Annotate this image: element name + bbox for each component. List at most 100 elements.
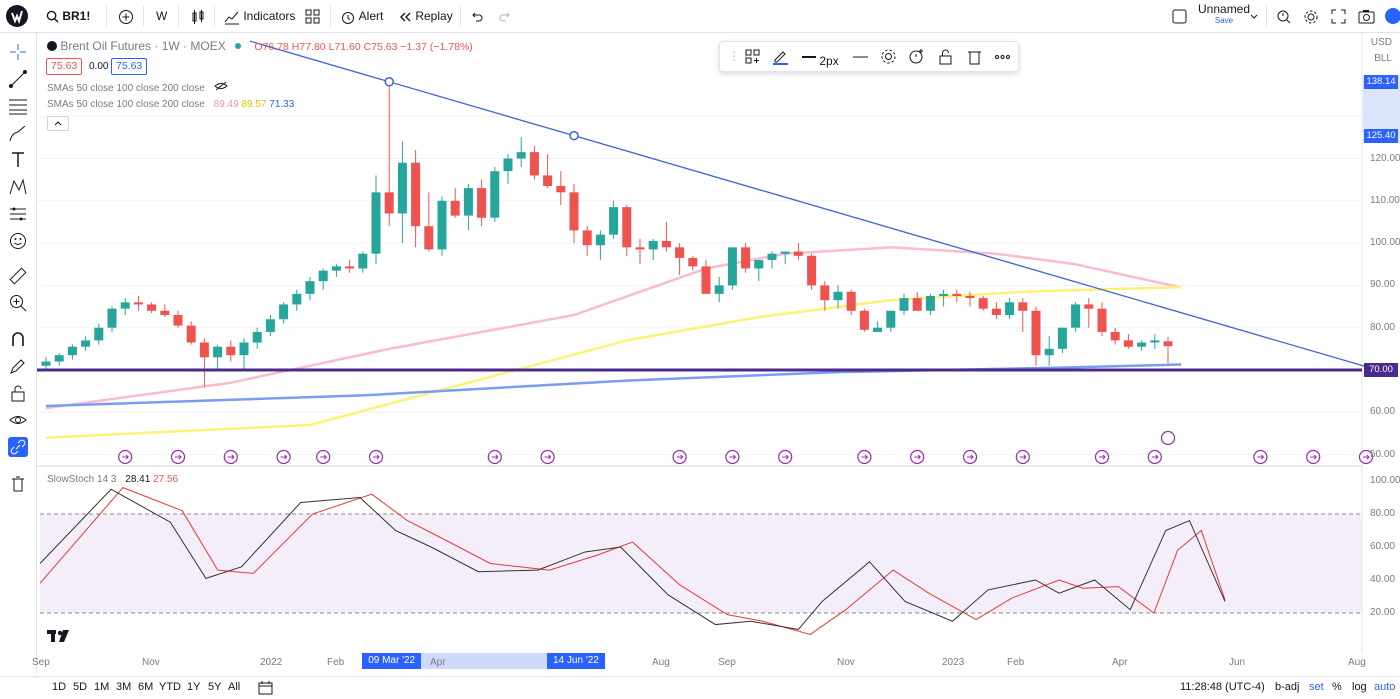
settings-button[interactable] — [1303, 6, 1319, 26]
range-button-ytd[interactable]: YTD — [159, 681, 181, 693]
line-style-button[interactable] — [852, 48, 869, 65]
event-marker — [1147, 449, 1162, 465]
layout-name-button[interactable]: Unnamed Save — [1198, 2, 1251, 25]
pattern-tool[interactable] — [8, 177, 28, 197]
trend-line — [249, 40, 1378, 371]
log-toggle[interactable]: log — [1352, 681, 1367, 693]
range-button-3m[interactable]: 3M — [116, 681, 132, 693]
candle-body — [556, 185, 566, 193]
user-avatar-logo[interactable] — [6, 5, 28, 27]
interval-button[interactable]: W — [156, 9, 168, 23]
fullscreen-button[interactable] — [1331, 6, 1346, 26]
range-button-1m[interactable]: 1M — [94, 681, 110, 693]
stoch-band — [40, 514, 1362, 613]
stay-in-drawing-tool[interactable] — [8, 356, 28, 376]
indicators-button[interactable]: Indicators — [224, 6, 295, 26]
candle-body — [199, 342, 209, 358]
goto-date-button[interactable] — [258, 681, 273, 698]
fib-tool[interactable] — [8, 96, 28, 116]
crosshair-tool[interactable] — [8, 42, 28, 62]
zoom-tool[interactable] — [8, 293, 28, 313]
sma50-value: 89.49 — [213, 99, 239, 110]
redo-button[interactable] — [498, 6, 512, 26]
candle — [899, 293, 909, 316]
time-axis[interactable]: 09 Mar '22 14 Jun '22 Sep Nov 2022 Feb Apr Au… — [0, 653, 1400, 673]
profile-avatar[interactable] — [1385, 8, 1400, 24]
clock-readout[interactable]: 11:28:48 (UTC-4) — [1180, 681, 1265, 693]
hide-drawings-tool[interactable] — [8, 410, 28, 430]
collapse-legend-button[interactable] — [47, 116, 69, 131]
unit-label[interactable]: BLL — [1374, 53, 1392, 64]
template-button[interactable] — [744, 48, 761, 65]
candle-body — [1018, 302, 1028, 311]
delete-button[interactable] — [966, 48, 983, 65]
line-width-button[interactable]: 2px — [802, 48, 839, 68]
symbol-status-dot — [47, 41, 57, 51]
ruler-icon — [9, 267, 27, 285]
candle-body — [754, 260, 764, 269]
event-marker-arrow — [1019, 454, 1027, 460]
undo-button[interactable] — [470, 6, 484, 26]
candle-body — [160, 310, 170, 316]
candle-body — [820, 285, 830, 301]
time-range-highlight — [389, 653, 574, 669]
event-marker — [725, 449, 740, 465]
percent-toggle[interactable]: % — [1332, 681, 1342, 693]
price-tag: 70.00 — [1364, 363, 1398, 377]
compare-button[interactable] — [118, 6, 134, 26]
settings-button[interactable] — [880, 48, 897, 65]
trend-anchor-handle — [384, 77, 394, 87]
price-scale[interactable]: USD BLL — [1362, 33, 1400, 653]
alert-button[interactable]: Alert — [340, 6, 383, 26]
symbol-search[interactable]: BR1! — [46, 6, 90, 26]
range-button-1d[interactable]: 1D — [52, 681, 67, 693]
range-button-5d[interactable]: 5D — [73, 681, 88, 693]
gear-icon — [1304, 10, 1318, 24]
currency-label[interactable]: USD — [1370, 37, 1392, 48]
text-tool[interactable] — [8, 150, 28, 170]
auto-toggle[interactable]: auto — [1374, 681, 1396, 693]
stoch-tick: 40.00 — [1370, 574, 1396, 585]
lock-button[interactable] — [937, 48, 954, 65]
time-tick: Feb — [327, 657, 345, 668]
magnet-tool[interactable] — [8, 329, 28, 349]
add-alert-button[interactable] — [908, 48, 925, 65]
trendline-tool[interactable] — [8, 69, 28, 89]
line-color-button[interactable] — [772, 48, 789, 65]
range-button-all[interactable]: All — [228, 681, 241, 693]
candle-body — [147, 304, 157, 311]
ohlc-open: O76.78 — [254, 41, 289, 53]
layout-name: Unnamed — [1198, 2, 1251, 16]
snapshot-button[interactable] — [1358, 6, 1375, 26]
divider — [1266, 6, 1267, 26]
replay-button[interactable]: Replay — [398, 6, 453, 26]
range-button-5y[interactable]: 5Y — [208, 681, 222, 693]
more-button[interactable] — [994, 48, 1011, 65]
range-button-1y[interactable]: 1Y — [187, 681, 201, 693]
forecast-tool[interactable] — [8, 204, 28, 224]
remove-drawings-tool[interactable] — [8, 474, 28, 494]
chart-type-button[interactable] — [190, 6, 206, 26]
ruler-tool[interactable] — [8, 266, 28, 286]
candle-body — [120, 302, 130, 309]
emoji-tool[interactable] — [8, 231, 28, 251]
layout-dropdown[interactable] — [1249, 6, 1259, 26]
tradingview-logo[interactable] — [47, 629, 73, 648]
layout-checkbox[interactable] — [1172, 6, 1187, 26]
candle-body — [239, 342, 249, 356]
quick-search-button[interactable] — [1276, 6, 1292, 26]
eye-crossed-icon[interactable] — [213, 81, 228, 91]
stoch-legend: SlowStoch 14 3 28.41 27.56 — [47, 474, 178, 485]
market-open-dot — [235, 43, 242, 49]
range-button-6m[interactable]: 6M — [138, 681, 154, 693]
buy-price-box[interactable]: 75.63 — [111, 58, 148, 75]
sell-price-box[interactable]: 75.63 — [46, 58, 83, 75]
b-adj-toggle[interactable]: b-adj — [1275, 681, 1300, 693]
candle-body — [582, 230, 592, 246]
lock-drawings-tool[interactable] — [8, 383, 28, 403]
sync-drawings-tool[interactable] — [8, 437, 28, 457]
set-toggle[interactable]: set — [1309, 681, 1324, 693]
templates-button[interactable] — [305, 6, 320, 26]
brush-tool[interactable] — [8, 123, 28, 143]
